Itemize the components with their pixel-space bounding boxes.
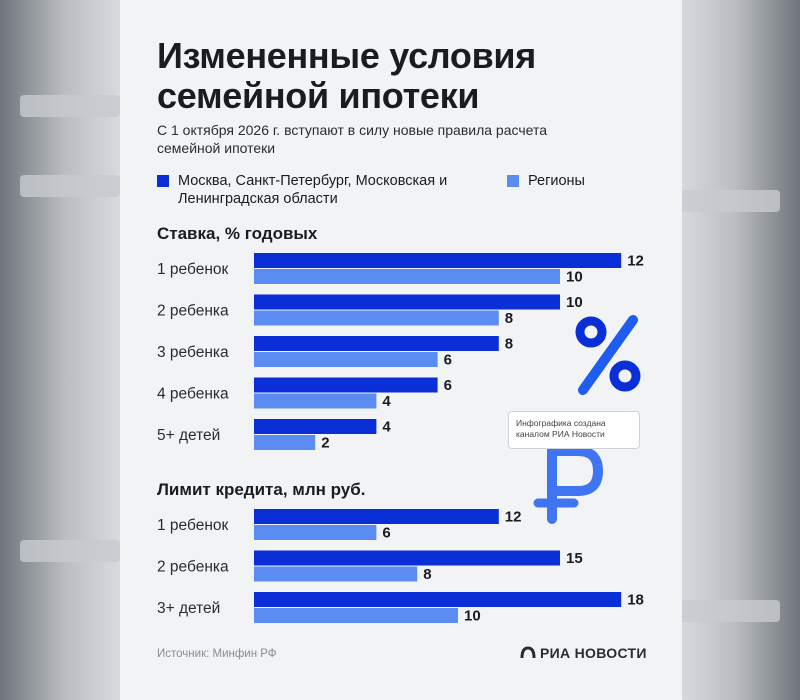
bar: [254, 336, 499, 351]
data-label: 4: [382, 393, 391, 410]
category-label: 1 ребенок: [157, 261, 228, 278]
data-label: 10: [566, 269, 583, 286]
bar: [254, 419, 377, 434]
bar: [254, 294, 560, 310]
infographic-card: Измененные условия семейной ипотеки С 1 …: [120, 0, 682, 700]
data-label: 8: [423, 566, 431, 583]
bar: [254, 525, 377, 540]
bar: [254, 435, 316, 450]
data-label: 8: [505, 310, 513, 327]
data-label: 4: [382, 419, 391, 436]
category-label: 3 ребенка: [157, 344, 229, 361]
percent-icon: [575, 315, 641, 395]
limit-chart-title: Лимит кредита, млн руб.: [157, 480, 366, 499]
category-label: 3+ детей: [157, 600, 220, 617]
background-blur-shape: [680, 190, 780, 212]
bar: [254, 608, 458, 623]
category-label: 4 ребенка: [157, 386, 229, 403]
legend-label: Регионы: [528, 173, 585, 189]
data-label: 6: [382, 525, 390, 542]
data-label: 6: [444, 377, 452, 394]
bar: [254, 377, 438, 393]
data-label: 10: [464, 608, 481, 625]
ruble-icon: [533, 446, 603, 524]
legend-label: Москва, Санкт-Петербург, Московская и Ле…: [178, 173, 448, 207]
bar: [254, 393, 377, 409]
source-note: Источник: Минфин РФ: [157, 648, 277, 660]
ria-logo-icon: [520, 646, 536, 659]
data-label: 12: [627, 253, 644, 270]
data-label: 18: [627, 592, 644, 609]
subtitle: С 1 октября 2026 г. вступают в силу новы…: [157, 122, 548, 156]
bar: [254, 592, 622, 607]
brand-logo: РИА НОВОСТИ: [520, 645, 647, 661]
legend-swatch: [157, 175, 169, 187]
background-blur-shape: [20, 540, 120, 562]
bar: [254, 352, 438, 367]
data-label: 6: [444, 352, 452, 369]
watermark-label: Инфографика создана каналом РИА Новости: [508, 411, 640, 449]
data-label: 12: [505, 509, 522, 526]
data-label: 2: [321, 435, 329, 452]
data-label: 15: [566, 550, 583, 567]
background-blur-shape: [20, 175, 120, 197]
category-label: 2 ребенка: [157, 303, 229, 320]
bar: [254, 566, 418, 582]
category-label: 2 ребенка: [157, 559, 229, 576]
bar: [254, 310, 499, 326]
bar: [254, 509, 499, 524]
bar: [254, 269, 560, 284]
category-label: 1 ребенок: [157, 517, 228, 534]
page-title: Измененные условия семейной ипотеки: [157, 35, 536, 116]
category-label: 5+ детей: [157, 427, 220, 444]
rate-chart-title: Ставка, % годовых: [157, 224, 318, 243]
data-label: 8: [505, 336, 513, 353]
bar: [254, 550, 560, 566]
bar-charts: 1 ребенок 12 10 2 ребенка 10 8 3 ребенка 8 6 4 ре…: [157, 253, 644, 625]
data-label: 10: [566, 294, 583, 311]
bar: [254, 253, 622, 268]
brand-name: РИА НОВОСТИ: [540, 645, 647, 661]
background-blur-shape: [680, 600, 780, 622]
background-blur-shape: [20, 95, 120, 117]
legend-swatch: [507, 175, 519, 187]
